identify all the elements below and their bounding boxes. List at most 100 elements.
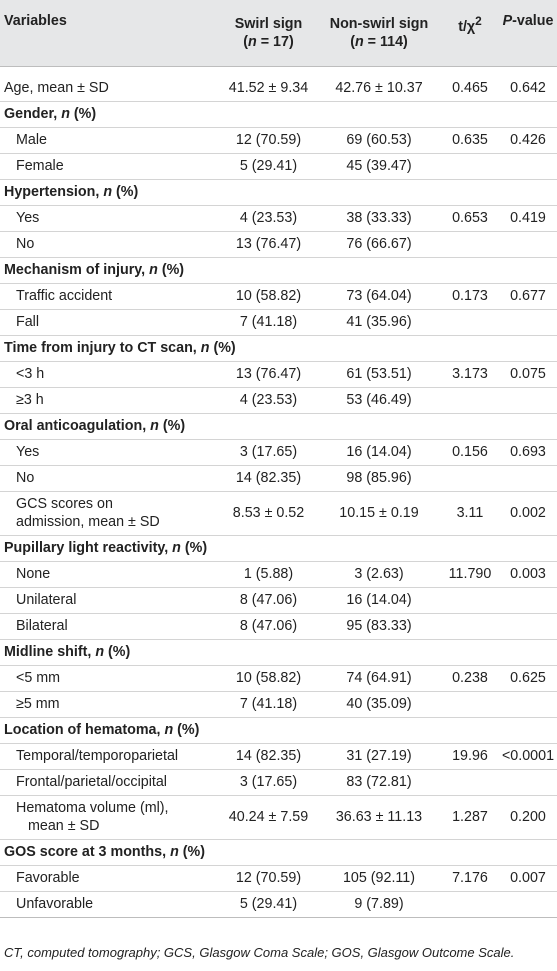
table-row: Temporal/temporoparietal 14 (82.35) 31 (… <box>0 743 557 769</box>
cell-p <box>499 691 557 717</box>
cell-p: 0.200 <box>510 809 546 825</box>
section-title: Location of hematoma, n (%) <box>4 722 200 738</box>
cell-p <box>499 387 557 413</box>
section-title: Gender, n (%) <box>4 106 97 122</box>
cell-swirl: 5 (29.41) <box>239 896 298 912</box>
cell-swirl: 14 (82.35) <box>235 748 302 764</box>
section-title: Time from injury to CT scan, n (%) <box>4 340 236 356</box>
table-footnote: CT, computed tomography; GCS, Glasgow Co… <box>4 945 515 960</box>
header-nonswirl-title: Non-swirl sign <box>329 15 429 32</box>
cell-swirl: 3 (17.65) <box>239 444 298 460</box>
cell-swirl: 4 (23.53) <box>239 210 298 226</box>
section-header-gender: Gender, n (%) <box>0 101 557 127</box>
cell-swirl: 41.52 ± 9.34 <box>228 79 309 96</box>
row-label: Male <box>16 132 47 148</box>
header-swirl-n: (n = 17) <box>243 33 294 50</box>
cell-p: <0.0001 <box>501 748 555 764</box>
section-title: GOS score at 3 months, n (%) <box>4 844 206 860</box>
header-p-italic: P <box>502 13 513 29</box>
cell-p <box>499 153 557 179</box>
cell-swirl: 40.24 ± 7.59 <box>228 809 309 825</box>
section-title: Pupillary light reactivity, n (%) <box>4 540 208 556</box>
cell-swirl: 5 (29.41) <box>239 158 298 174</box>
cell-t: 19.96 <box>452 748 488 764</box>
cell-t: 11.790 <box>448 566 492 582</box>
cell-t: 0.653 <box>452 210 488 226</box>
row-label: Frontal/parietal/occipital <box>16 774 167 790</box>
cell-p <box>499 465 557 491</box>
cell-p <box>499 231 557 257</box>
cell-nonswirl: 42.76 ± 10.37 <box>335 79 423 96</box>
row-label: ≥3 h <box>16 392 44 408</box>
row-label-line2: admission, mean ± SD <box>16 514 160 530</box>
header-nonswirl: Non-swirl sign (n = 114) <box>317 0 441 67</box>
row-label: Favorable <box>16 870 80 886</box>
section-title: Midline shift, n (%) <box>4 644 131 660</box>
cell-swirl: 1 (5.88) <box>243 566 294 582</box>
cell-t <box>441 587 499 613</box>
spacer-row <box>0 66 557 75</box>
cell-p <box>499 891 557 917</box>
header-p-rest: -value <box>512 13 554 29</box>
cell-t: 0.156 <box>452 444 488 460</box>
cell-t <box>441 691 499 717</box>
table-header: Variables Swirl sign (n = 17) Non-swirl … <box>0 0 557 67</box>
cell-nonswirl: 74 (64.91) <box>346 670 412 686</box>
cell-swirl: 8 (47.06) <box>239 618 298 634</box>
cell-p: 0.693 <box>510 444 546 460</box>
section-header-mechanism: Mechanism of injury, n (%) <box>0 257 557 283</box>
cell-t: 0.635 <box>452 132 488 148</box>
section-header-pupillary: Pupillary light reactivity, n (%) <box>0 535 557 561</box>
cell-p: 0.419 <box>510 210 546 226</box>
cell-p: 0.007 <box>510 870 546 886</box>
cell-t: 0.465 <box>452 79 488 96</box>
header-t-chi: t/χ2 <box>441 0 499 67</box>
cell-t: 1.287 <box>452 809 488 825</box>
row-label: Temporal/temporoparietal <box>16 748 179 764</box>
cell-swirl: 8 (47.06) <box>239 592 298 608</box>
cell-nonswirl: 95 (83.33) <box>346 618 412 634</box>
section-header-midline: Midline shift, n (%) <box>0 639 557 665</box>
row-label-line1: Hematoma volume (ml), <box>16 800 169 816</box>
cell-p: 0.075 <box>510 366 546 382</box>
cell-p <box>499 309 557 335</box>
row-label: Bilateral <box>16 618 68 634</box>
header-variables: Variables <box>0 0 220 67</box>
table-row: Traffic accident 10 (58.82) 73 (64.04) 0… <box>0 283 557 309</box>
cell-nonswirl: 16 (14.04) <box>346 592 412 608</box>
cell-p <box>499 769 557 795</box>
table-row: Yes 3 (17.65) 16 (14.04) 0.156 0.693 <box>0 439 557 465</box>
cell-swirl: 13 (76.47) <box>235 236 302 252</box>
cell-t: 3.173 <box>452 366 488 382</box>
table-row: ≥3 h 4 (23.53) 53 (46.49) <box>0 387 557 413</box>
row-label: Hematoma volume (ml), mean ± SD <box>0 795 220 839</box>
table-row: Unilateral 8 (47.06) 16 (14.04) <box>0 587 557 613</box>
cell-swirl: 8.53 ± 0.52 <box>232 505 305 521</box>
cell-swirl: 4 (23.53) <box>239 392 298 408</box>
cell-t <box>441 891 499 917</box>
cell-p: 0.642 <box>510 79 546 96</box>
cell-t <box>441 769 499 795</box>
cell-p: 0.625 <box>510 670 546 686</box>
cell-nonswirl: 3 (2.63) <box>354 566 404 582</box>
table-row: Frontal/parietal/occipital 3 (17.65) 83 … <box>0 769 557 795</box>
section-title: Mechanism of injury, n (%) <box>4 262 185 278</box>
cell-nonswirl: 41 (35.96) <box>346 314 412 330</box>
row-label: Age, mean ± SD <box>4 79 109 96</box>
cell-nonswirl: 98 (85.96) <box>346 470 412 486</box>
row-label: Traffic accident <box>16 288 113 304</box>
row-label: Female <box>16 158 64 174</box>
cell-nonswirl: 76 (66.67) <box>346 236 412 252</box>
table-row-hematoma-volume: Hematoma volume (ml), mean ± SD 40.24 ± … <box>0 795 557 839</box>
cell-swirl: 7 (41.18) <box>239 314 298 330</box>
cell-t: 0.173 <box>452 288 488 304</box>
row-label: Fall <box>16 314 40 330</box>
cell-nonswirl: 73 (64.04) <box>346 288 412 304</box>
row-label: GCS scores on admission, mean ± SD <box>0 491 220 535</box>
cell-nonswirl: 9 (7.89) <box>354 896 404 912</box>
cell-nonswirl: 45 (39.47) <box>346 158 412 174</box>
cell-nonswirl: 61 (53.51) <box>346 366 412 382</box>
header-row: Variables Swirl sign (n = 17) Non-swirl … <box>0 0 557 67</box>
row-label: <3 h <box>16 366 45 382</box>
data-table-container: Variables Swirl sign (n = 17) Non-swirl … <box>0 0 557 917</box>
